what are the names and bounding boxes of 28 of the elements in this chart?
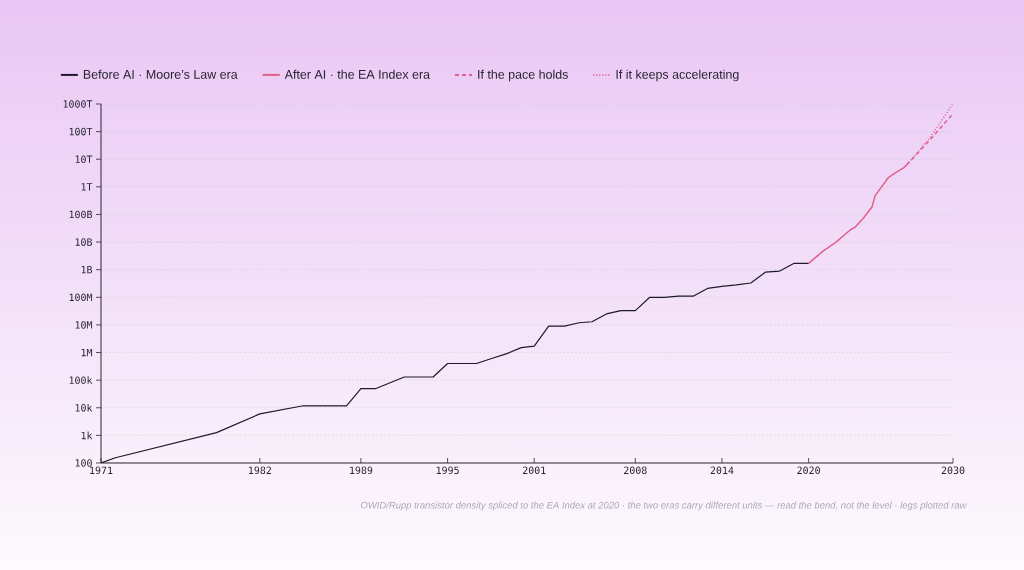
y-tick-label: 10k	[75, 403, 93, 412]
legend-label: If the pace holds	[478, 69, 568, 82]
y-tick-label: 10M	[75, 321, 93, 329]
y-tick-label: 100k	[69, 376, 93, 385]
y-tick-label: 1k	[81, 431, 93, 440]
y-tick-label: 10B	[75, 238, 93, 246]
x-tick-label: 1971	[90, 466, 113, 475]
legend-label: Before AI · Moore’s Law era	[83, 69, 238, 79]
legend-label: If it keeps accelerating	[616, 69, 739, 82]
x-tick-label: 2001	[522, 466, 546, 475]
y-tick-label: 100M	[69, 293, 93, 302]
y-tick-label: 100B	[69, 210, 93, 219]
y-tick-label: 1000T	[63, 100, 93, 108]
y-tick-label: 100	[75, 459, 92, 467]
x-tick-label: 2014	[710, 466, 734, 475]
x-tick-label: 2008	[624, 466, 647, 475]
y-tick-label: 10T	[75, 155, 93, 163]
legend-label: After AI · the EA Index era	[284, 69, 431, 79]
x-tick-label: 2030	[941, 466, 965, 475]
text: OWID/Rupp transistor density spliced to the EA Index at 2020 · the two eras carry different units — read the bend, not the level · legs plotted raw	[360, 501, 967, 511]
x-tick-label: 1989	[350, 466, 373, 475]
x-tick-label: 1995	[436, 466, 459, 475]
y-tick-label: 1T	[81, 183, 93, 191]
y-tick-label: 1B	[81, 266, 93, 274]
x-tick-label: 1982	[249, 466, 271, 475]
y-tick-label: 1M	[81, 348, 93, 357]
x-tick-label: 2020	[797, 466, 820, 475]
y-tick-label: 100T	[69, 127, 93, 136]
